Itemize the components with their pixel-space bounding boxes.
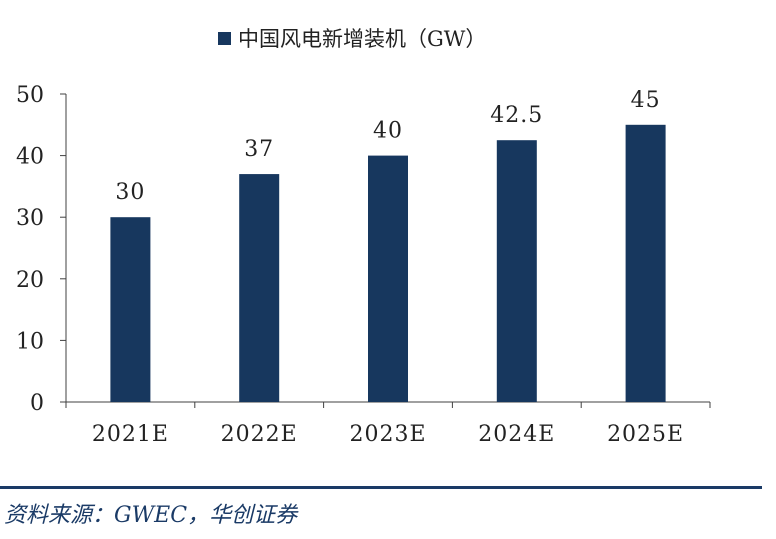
legend-label: 中国风电新增装机（GW） — [238, 27, 486, 51]
y-tick-label: 0 — [30, 391, 44, 416]
source-divider — [0, 486, 762, 489]
x-tick-label: 2023E — [349, 422, 426, 447]
x-tick-label: 2021E — [92, 422, 169, 447]
y-tick-label: 20 — [16, 268, 44, 293]
bar — [496, 140, 537, 402]
data-labels: 30 37 40 42.5 45 — [115, 88, 661, 205]
y-tick-label: 10 — [16, 329, 44, 354]
bar — [625, 124, 666, 403]
data-label: 40 — [373, 119, 403, 144]
data-label: 42.5 — [490, 103, 543, 128]
y-tick-label: 30 — [16, 206, 44, 231]
x-tick-label: 2022E — [221, 422, 298, 447]
data-label: 37 — [244, 137, 274, 162]
legend: 中国风电新增装机（GW） — [218, 27, 486, 51]
bar-chart: 中国风电新增装机（GW） 0 10 20 30 40 50 2021E 2022E 2023E 2… — [16, 27, 711, 447]
source-note: 资料来源：GWEC，华创证券 — [4, 503, 298, 528]
legend-swatch — [218, 32, 231, 45]
axes: 0 10 20 30 40 50 2021E 2022E 2023E 2024E 2025E — [16, 83, 711, 447]
bar — [110, 217, 151, 402]
y-tick-label: 40 — [16, 145, 44, 170]
data-label: 45 — [631, 88, 661, 113]
bar — [368, 155, 408, 402]
y-tick-label: 50 — [16, 83, 44, 108]
bars — [110, 124, 666, 403]
data-label: 30 — [115, 180, 145, 205]
bar — [239, 174, 280, 402]
x-tick-label: 2024E — [478, 422, 555, 447]
x-tick-label: 2025E — [607, 422, 684, 447]
